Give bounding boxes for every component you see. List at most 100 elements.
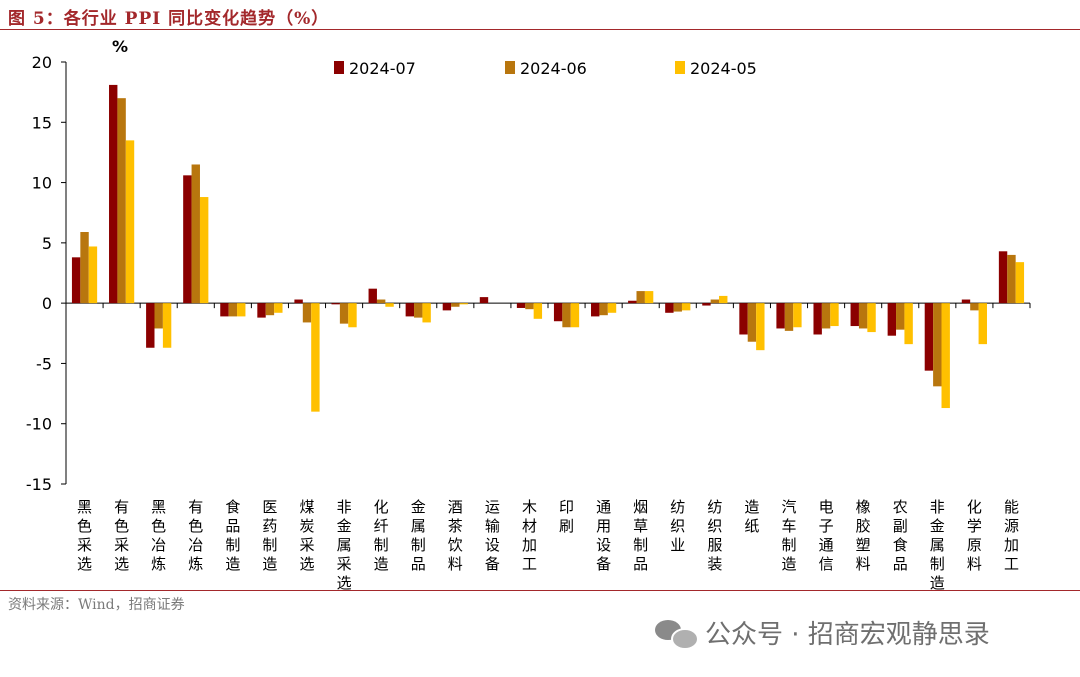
- bar-2024-07-黑色采选: [71, 257, 81, 304]
- bar-2024-05-造纸: [756, 303, 765, 351]
- y-tick-label: 15: [32, 113, 52, 132]
- bar-2024-07-造纸: [739, 303, 748, 335]
- bar-2024-07-化学原料: [961, 299, 971, 304]
- bar-2024-06-金属制品: [414, 303, 423, 318]
- bar-2024-05-通用设备: [607, 303, 617, 313]
- x-category-label: 汽车制造: [781, 498, 796, 573]
- bar-2024-05-非金属制造: [941, 303, 950, 409]
- bar-2024-05-化学原料: [978, 303, 987, 345]
- title-rule: [0, 29, 1080, 30]
- bar-2024-06-造纸: [747, 303, 757, 342]
- x-category-label: 非金属制造: [930, 498, 945, 590]
- bar-2024-06-医药制造: [265, 303, 275, 316]
- y-tick-label: 5: [42, 234, 52, 253]
- bar-2024-07-印刷: [553, 303, 563, 322]
- x-category-label: 通用设备: [596, 498, 611, 573]
- x-category-label: 造纸: [744, 498, 759, 535]
- x-category-label: 黑色采选: [77, 498, 92, 573]
- page-title: 图 5：各行业 PPI 同比变化趋势（%）: [8, 9, 330, 29]
- source-note: 资料来源：Wind，招商证券: [8, 597, 185, 613]
- bar-2024-07-汽车制造: [776, 303, 785, 329]
- legend-label-2024-07: 2024-07: [349, 59, 416, 78]
- x-category-label: 农副食品: [893, 498, 908, 573]
- source-rule: [0, 590, 1080, 591]
- bar-2024-06-纺织业: [673, 303, 682, 312]
- x-category-label: 医药制造: [262, 498, 277, 573]
- bar-2024-06-非金属采选: [339, 303, 349, 324]
- bar-2024-07-烟草制品: [628, 300, 637, 304]
- watermark-text: 公众号 · 招商宏观静思录: [705, 620, 990, 650]
- y-tick-label: 20: [32, 53, 52, 72]
- legend-label-2024-06: 2024-06: [520, 59, 587, 78]
- bar-2024-07-医药制造: [257, 303, 266, 318]
- legend-swatch-2024-05: [675, 61, 685, 74]
- x-category-label: 化学原料: [967, 498, 982, 573]
- bar-2024-05-金属制品: [422, 303, 431, 323]
- bar-2024-07-有色采选: [109, 84, 118, 304]
- y-unit-label: %: [112, 37, 128, 56]
- bar-2024-06-煤炭采选: [302, 303, 312, 323]
- bar-2024-07-橡胶塑料: [850, 303, 859, 327]
- bar-2024-06-汽车制造: [784, 303, 794, 331]
- bar-2024-05-烟草制品: [644, 291, 654, 304]
- bar-2024-06-能源加工: [1007, 254, 1016, 304]
- bar-2024-06-烟草制品: [636, 291, 645, 304]
- legend-swatch-2024-06: [505, 61, 515, 74]
- x-category-label: 非金属采选: [337, 498, 352, 590]
- bar-2024-07-化纤制造: [368, 288, 377, 304]
- x-category-label: 金属制品: [411, 498, 426, 573]
- bar-2024-07-纺织服装: [702, 303, 711, 306]
- x-category-label: 印刷: [559, 498, 574, 535]
- x-category-label: 有色采选: [114, 498, 129, 573]
- x-category-label: 食品制造: [225, 498, 240, 573]
- bar-2024-06-化学原料: [970, 303, 979, 311]
- bar-2024-05-橡胶塑料: [867, 303, 876, 333]
- bar-2024-06-农副食品: [896, 303, 905, 330]
- bar-2024-06-有色采选: [117, 98, 126, 304]
- bar-2024-05-纺织业: [681, 303, 691, 311]
- bar-2024-05-化纤制造: [385, 303, 394, 307]
- bar-2024-05-汽车制造: [793, 303, 802, 328]
- bar-2024-05-煤炭采选: [311, 303, 320, 412]
- x-category-label: 有色冶炼: [188, 498, 203, 573]
- watermark: 公众号 · 招商宏观静思录: [655, 614, 990, 651]
- bar-2024-06-非金属制造: [933, 303, 942, 387]
- bar-2024-06-黑色采选: [80, 232, 89, 304]
- ppi-bar-chart: 20 15 10 5 0 -5 -10 -15% 黑色采选 有色采选 黑色冶炼 有色冶炼 食品制造 医药制…: [26, 37, 1031, 590]
- bar-2024-05-纺织服装: [719, 295, 728, 304]
- bar-2024-05-酒茶饮料: [459, 303, 468, 305]
- wechat-icon: [655, 618, 699, 650]
- x-category-label: 能源加工: [1004, 498, 1019, 573]
- bar-2024-06-食品制造: [228, 303, 238, 317]
- x-category-label: 烟草制品: [633, 498, 648, 573]
- bar-2024-05-电子通信: [830, 303, 839, 327]
- y-tick-label: -10: [26, 415, 52, 434]
- bar-2024-06-电子通信: [821, 303, 831, 329]
- x-category-label: 酒茶饮料: [448, 498, 463, 573]
- x-category-label: 木材加工: [522, 498, 537, 573]
- bar-2024-06-木材加工: [525, 303, 534, 310]
- bar-2024-07-煤炭采选: [294, 299, 303, 304]
- bar-2024-06-通用设备: [599, 303, 608, 316]
- bar-2024-05-有色采选: [125, 140, 135, 304]
- bar-2024-07-食品制造: [220, 303, 229, 317]
- x-category-label: 运输设备: [485, 498, 500, 573]
- bar-2024-05-木材加工: [533, 303, 543, 319]
- bar-2024-07-运输设备: [479, 297, 489, 304]
- x-category-label: 化纤制造: [374, 498, 389, 573]
- y-tick-label: -15: [26, 475, 52, 494]
- bar-2024-06-黑色冶炼: [154, 303, 163, 329]
- x-category-label: 煤炭采选: [299, 498, 314, 573]
- bar-2024-05-能源加工: [1015, 262, 1025, 304]
- bar-2024-07-非金属采选: [331, 303, 340, 305]
- bar-2024-07-金属制品: [405, 303, 415, 317]
- bar-2024-06-酒茶饮料: [451, 303, 460, 307]
- bar-2024-05-印刷: [570, 303, 580, 328]
- bar-2024-06-化纤制造: [376, 299, 386, 304]
- legend-label-2024-05: 2024-05: [690, 59, 757, 78]
- legend-swatch-2024-07: [334, 61, 344, 74]
- bar-2024-07-黑色冶炼: [146, 303, 155, 348]
- bar-2024-07-木材加工: [516, 303, 526, 308]
- bar-2024-07-纺织业: [665, 303, 674, 313]
- x-category-label: 电子通信: [819, 498, 834, 573]
